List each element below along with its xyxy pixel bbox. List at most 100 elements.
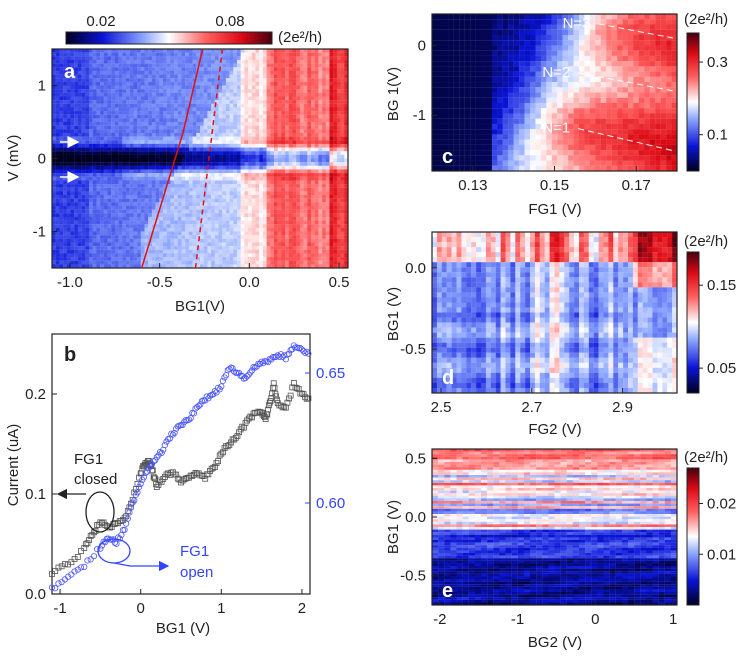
panel-a-heatmap-cell — [70, 205, 75, 210]
panel-a-heatmap-cell — [292, 59, 297, 64]
panel-a-heatmap-cell — [322, 173, 326, 177]
panel-a-heatmap-cell — [66, 249, 71, 254]
panel-a-heatmap-cell — [140, 132, 145, 137]
panel-a-heatmap-cell — [277, 107, 282, 112]
panel-a-heatmap-cell — [266, 169, 271, 174]
panel-a-heatmap-cell — [133, 158, 138, 163]
panel-a-heatmap-cell — [200, 111, 204, 115]
panel-a-heatmap-cell — [111, 195, 116, 199]
panel-a-heatmap-cell — [59, 224, 64, 228]
panel-a-heatmap-cell — [307, 74, 312, 79]
panel-a-heatmap-cell — [55, 154, 60, 159]
panel-a-heatmap-cell — [144, 85, 149, 90]
panel-a-heatmap-cell — [133, 173, 138, 177]
panel-a-heatmap-cell — [303, 52, 308, 57]
panel-a-heatmap-cell — [207, 67, 212, 72]
panel-a-heatmap-cell — [266, 227, 271, 232]
panel-a-heatmap-cell — [114, 242, 119, 247]
panel-a-heatmap-cell — [107, 140, 112, 145]
panel-a-heatmap-cell — [77, 220, 82, 225]
panel-a-heatmap-cell — [296, 121, 301, 126]
panel-a-heatmap-cell — [237, 85, 241, 90]
panel-a-heatmap-cell — [100, 114, 104, 119]
panel-a-heatmap-cell — [144, 176, 149, 181]
panel-a-heatmap-cell — [181, 140, 186, 145]
panel-a-heatmap-cell — [103, 103, 108, 108]
panel-a-heatmap-cell — [318, 224, 323, 228]
panel-a-heatmap-cell — [329, 213, 334, 218]
panel-a-heatmap-cell — [74, 125, 79, 130]
panel-a-heatmap-cell — [159, 209, 164, 214]
panel-a-heatmap-cell — [225, 111, 230, 115]
panel-a-heatmap-cell — [225, 173, 230, 177]
panel-a-heatmap-cell — [118, 165, 123, 170]
panel-a-heatmap-cell — [248, 249, 252, 254]
panel-a-heatmap-cell — [100, 205, 104, 210]
panel-a-heatmap-cell — [240, 92, 245, 97]
panel-a-heatmap-cell — [89, 132, 93, 137]
panel-a-heatmap-cell — [259, 162, 264, 166]
panel-a-heatmap-cell — [211, 49, 215, 53]
panel-a-heatmap-cell — [333, 246, 338, 250]
panel-a-heatmap-cell — [292, 78, 297, 82]
panel-a-heatmap-cell — [129, 136, 134, 141]
panel-a-heatmap-cell — [251, 213, 256, 218]
panel-b-point-closed — [78, 548, 84, 554]
panel-a-heatmap-cell — [103, 96, 108, 101]
panel-a-heatmap-cell — [185, 74, 190, 79]
panel-a-heatmap-cell — [214, 114, 219, 119]
panel-a-heatmap-cell — [188, 70, 193, 75]
panel-a-heatmap-cell — [233, 184, 238, 188]
panel-a-heatmap-cell — [318, 107, 323, 112]
panel-a-heatmap-cell — [207, 191, 212, 196]
panel-a-heatmap-cell — [340, 162, 345, 166]
panel-a-heatmap-cell — [166, 257, 171, 261]
panel-a-heatmap-cell — [55, 198, 60, 203]
panel-a-heatmap-cell — [59, 118, 64, 123]
panel-a-heatmap-cell — [333, 140, 338, 145]
panel-a-heatmap-cell — [185, 100, 190, 104]
panel-a-heatmap-cell — [281, 173, 286, 177]
panel-a-heatmap-cell — [251, 227, 256, 232]
panel-a-heatmap-cell — [270, 158, 275, 163]
panel-a-heatmap-cell — [266, 151, 271, 155]
panel-a-heatmap-cell — [240, 198, 245, 203]
panel-a-heatmap-cell — [122, 147, 127, 152]
panel-a-heatmap-cell — [311, 158, 315, 163]
panel-a-heatmap-cell — [233, 132, 238, 137]
panel-a-heatmap-cell — [114, 169, 119, 174]
panel-a-heatmap-cell — [92, 121, 97, 126]
panel-a-heatmap-cell — [296, 195, 301, 199]
panel-a-heatmap-cell — [144, 140, 149, 145]
panel-a-heatmap-cell — [314, 231, 319, 236]
panel-a-heatmap-cell — [144, 246, 149, 250]
panel-a-heatmap-cell — [85, 151, 90, 155]
panel-a-heatmap-cell — [266, 184, 271, 188]
panel-a-heatmap-cell — [188, 132, 193, 137]
panel-a-heatmap-cell — [329, 92, 334, 97]
panel-a-heatmap-cell — [77, 129, 82, 134]
panel-a-heatmap-cell — [307, 125, 312, 130]
panel-a-heatmap-cell — [92, 151, 97, 155]
panel-a-heatmap-cell — [203, 96, 208, 101]
panel-a-heatmap-cell — [126, 209, 130, 214]
panel-a-heatmap-cell — [266, 70, 271, 75]
panel-a-heatmap-cell — [63, 59, 67, 64]
panel-a-heatmap-cell — [111, 59, 116, 64]
panel-a-heatmap-cell — [66, 202, 71, 207]
panel-a-heatmap-cell — [74, 151, 79, 155]
panel-a-heatmap-cell — [311, 111, 315, 115]
panel-a-heatmap-cell — [259, 158, 264, 163]
panel-a-heatmap-cell — [166, 162, 171, 166]
panel-a-heatmap-cell — [240, 74, 245, 79]
panel-a-heatmap-cell — [89, 118, 93, 123]
panel-a-heatmap-cell — [329, 74, 334, 79]
panel-a-heatmap-cell — [274, 114, 278, 119]
panel-a-heatmap-cell — [336, 253, 341, 258]
panel-a-heatmap-cell — [100, 85, 104, 90]
panel-a-heatmap-cell — [214, 235, 219, 239]
panel-a-heatmap-cell — [66, 158, 71, 163]
panel-a-heatmap-cell — [285, 235, 289, 239]
panel-a-heatmap-cell — [285, 70, 289, 75]
panel-a-heatmap-cell — [311, 143, 315, 148]
